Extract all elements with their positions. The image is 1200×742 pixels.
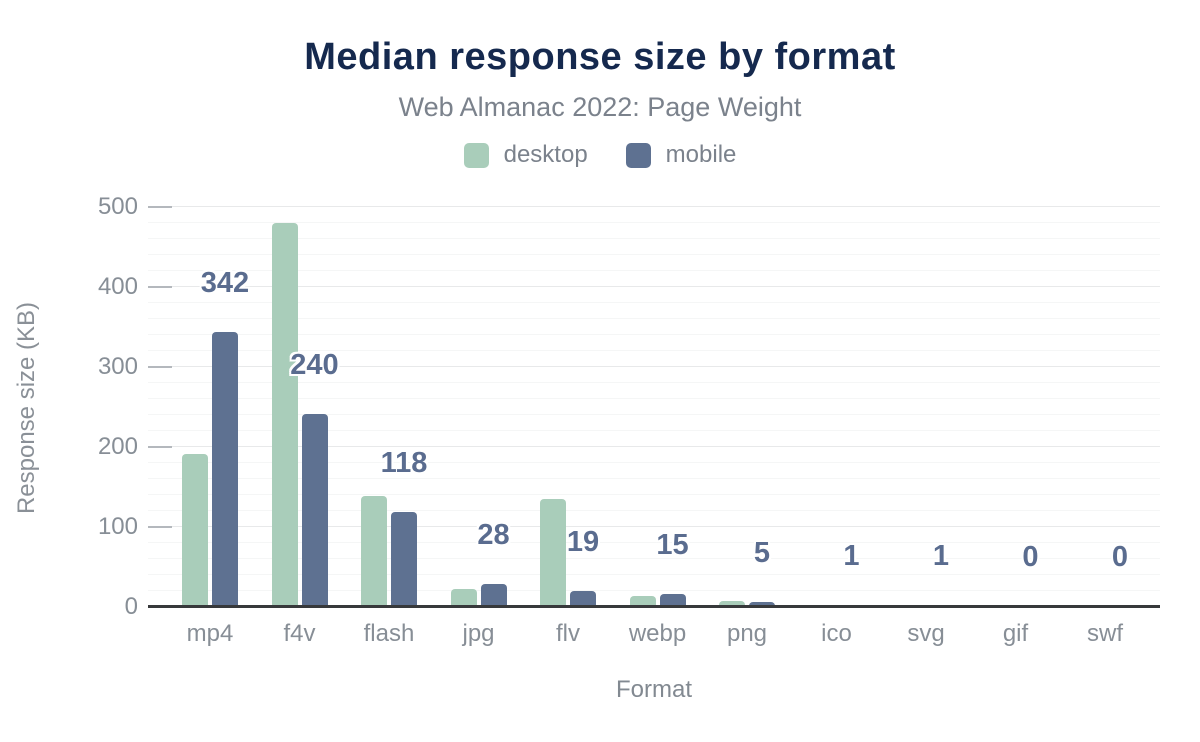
minor-gridline <box>148 510 1160 511</box>
y-axis-title: Response size (KB) <box>13 301 40 515</box>
major-gridline <box>148 526 1160 527</box>
major-gridline <box>148 286 1160 287</box>
major-gridline <box>148 206 1160 207</box>
major-gridline <box>148 446 1160 447</box>
value-label-jpg: 28 <box>477 518 510 551</box>
minor-gridline <box>148 478 1160 479</box>
minor-gridline <box>148 414 1160 415</box>
minor-gridline <box>148 558 1160 559</box>
plot-area: 342 mp4 240 f4v 118 flash 28 jpg 19 flv 15 webp 5 png… <box>148 206 1160 647</box>
x-category-label-mp4: mp4 <box>186 620 234 647</box>
x-category-label-jpg: jpg <box>462 620 495 647</box>
x-category-label-flv: flv <box>556 620 580 647</box>
value-label-f4v: 240 <box>290 349 339 381</box>
chart-subtitle: Web Almanac 2022: Page Weight <box>398 92 802 122</box>
minor-gridline <box>148 270 1160 271</box>
x-category-label-flash: flash <box>363 620 415 647</box>
x-category-label-f4v: f4v <box>283 620 316 647</box>
x-category-label-swf: swf <box>1087 620 1123 647</box>
minor-gridline <box>148 542 1160 543</box>
bar-mobile-flv[interactable] <box>570 590 596 606</box>
minor-gridline <box>148 382 1160 383</box>
y-axis-tick <box>148 526 172 528</box>
minor-gridline <box>148 398 1160 399</box>
x-axis-line <box>148 605 1160 608</box>
y-axis-tick <box>148 286 172 288</box>
bar-mobile-jpg[interactable] <box>480 583 507 606</box>
bar-mobile-mp4[interactable] <box>212 332 238 606</box>
value-label-webp: 15 <box>656 529 689 561</box>
minor-gridline <box>148 430 1160 431</box>
minor-gridline <box>148 334 1160 335</box>
value-label-png: 5 <box>753 537 771 569</box>
minor-gridline <box>148 238 1160 239</box>
bar-mobile-f4v[interactable] <box>301 414 328 606</box>
y-tick-label: 400 <box>97 273 138 300</box>
value-label-flash: 118 <box>380 446 428 479</box>
bar-desktop-flv[interactable] <box>540 498 566 606</box>
value-label-mp4: 342 <box>200 267 250 300</box>
value-label-swf: 0 <box>1111 541 1129 573</box>
bar-desktop-f4v[interactable] <box>271 222 298 606</box>
desktop-swatch-icon <box>463 142 489 168</box>
y-tick-label: 500 <box>97 193 138 220</box>
minor-gridline <box>148 302 1160 303</box>
legend-item-desktop[interactable]: desktop <box>463 141 588 169</box>
value-label-gif: 0 <box>1022 541 1039 573</box>
legend: desktop mobile <box>0 141 1200 169</box>
bar-desktop-flash[interactable] <box>361 495 387 606</box>
bar-mobile-png[interactable] <box>749 602 775 606</box>
value-label-flv: 19 <box>566 525 600 558</box>
minor-gridline <box>148 590 1160 591</box>
value-label-svg: 1 <box>932 540 950 573</box>
x-category-label-png: png <box>726 620 768 647</box>
minor-gridline <box>148 494 1160 495</box>
legend-item-mobile[interactable]: mobile <box>625 141 737 169</box>
bar-mobile-flash[interactable] <box>391 511 417 606</box>
bar-desktop-webp[interactable] <box>629 596 656 606</box>
legend-label-desktop: desktop <box>503 141 588 168</box>
x-category-label-svg: svg <box>907 620 945 647</box>
minor-gridline <box>148 574 1160 575</box>
chart-title: Median response size by format <box>304 36 896 78</box>
bar-mobile-webp[interactable] <box>659 594 686 606</box>
legend-label-mobile: mobile <box>665 141 737 168</box>
bar-desktop-jpg[interactable] <box>450 589 477 606</box>
y-tick-label: 200 <box>97 433 138 460</box>
y-tick-label: 300 <box>97 353 138 380</box>
x-category-label-webp: webp <box>628 620 687 647</box>
minor-gridline <box>148 350 1160 351</box>
minor-gridline <box>148 254 1160 255</box>
y-tick-label: 100 <box>97 513 138 540</box>
value-label-ico: 1 <box>843 540 860 573</box>
x-axis-title: Format <box>615 676 692 703</box>
y-tick-label: 0 <box>124 593 138 620</box>
bar-desktop-mp4[interactable] <box>182 454 208 606</box>
y-axis-tick <box>148 366 172 368</box>
minor-gridline <box>148 222 1160 223</box>
major-gridline <box>148 366 1160 367</box>
x-category-label-gif: gif <box>1002 620 1029 647</box>
mobile-swatch-icon <box>625 142 651 168</box>
minor-gridline <box>148 318 1160 319</box>
y-axis-tick <box>148 446 172 448</box>
x-category-label-ico: ico <box>821 620 852 647</box>
bar-desktop-png[interactable] <box>719 601 745 606</box>
minor-gridline <box>148 462 1160 463</box>
y-axis-tick <box>148 206 172 208</box>
